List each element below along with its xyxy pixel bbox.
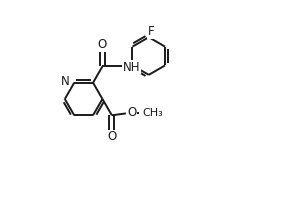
Text: O: O bbox=[107, 130, 117, 143]
Text: CH₃: CH₃ bbox=[143, 109, 164, 118]
Text: F: F bbox=[147, 25, 154, 38]
Text: NH: NH bbox=[123, 61, 141, 73]
Text: N: N bbox=[61, 75, 70, 88]
Text: O: O bbox=[98, 38, 107, 51]
Text: O: O bbox=[127, 106, 136, 119]
